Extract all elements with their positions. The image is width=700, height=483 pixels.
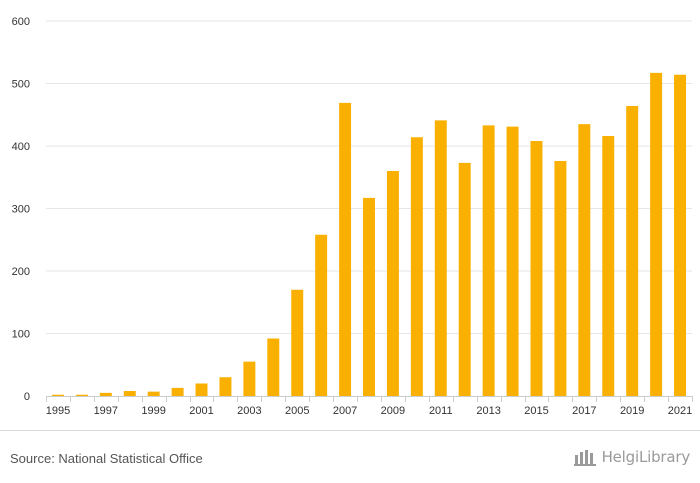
x-tick-label: 2015 xyxy=(524,405,548,417)
bar-2018[interactable] xyxy=(602,136,615,396)
bar-2006[interactable] xyxy=(315,234,328,396)
bar-2005[interactable] xyxy=(291,289,304,396)
bar-2016[interactable] xyxy=(554,161,567,396)
bar-1996[interactable] xyxy=(75,394,88,396)
y-tick-label: 200 xyxy=(12,266,30,278)
bar-1998[interactable] xyxy=(123,391,136,396)
bar-2020[interactable] xyxy=(650,72,663,396)
x-tick-label: 2007 xyxy=(333,405,357,417)
y-tick-label: 500 xyxy=(12,79,30,91)
bar-1997[interactable] xyxy=(99,392,112,396)
x-axis: 1995 1997 1999 2001 2003 2005 2007 2009 2011 2013… xyxy=(46,396,693,417)
bar-2021[interactable] xyxy=(674,74,687,396)
footer: Source: National Statistical Office Helg… xyxy=(0,430,700,483)
x-tick-label: 2001 xyxy=(189,405,213,417)
bar-1999[interactable] xyxy=(147,391,160,396)
x-tick-label: 2009 xyxy=(381,405,405,417)
bar-2011[interactable] xyxy=(434,120,447,396)
x-tick-label: 1995 xyxy=(46,405,70,417)
x-tick-label: 1997 xyxy=(94,405,118,417)
bar-2003[interactable] xyxy=(243,361,256,396)
bar-2019[interactable] xyxy=(626,106,639,396)
x-tick-label: 2011 xyxy=(429,405,453,417)
bar-2004[interactable] xyxy=(267,338,280,397)
y-axis: 0 100 200 300 400 500 600 xyxy=(12,16,30,403)
bar-2009[interactable] xyxy=(386,171,399,396)
y-tick-label: 100 xyxy=(12,329,30,341)
bar-2014[interactable] xyxy=(506,126,519,396)
y-tick-label: 600 xyxy=(12,16,30,28)
brand-logo: HelgiLibrary xyxy=(573,448,691,466)
bar-2007[interactable] xyxy=(339,102,352,396)
y-tick-label: 300 xyxy=(12,204,30,216)
bar-2002[interactable] xyxy=(219,377,232,396)
x-tick-label: 2017 xyxy=(572,405,596,417)
y-tick-label: 400 xyxy=(12,141,30,153)
bar-1995[interactable] xyxy=(51,394,64,396)
x-tick-label: 2005 xyxy=(285,405,309,417)
library-icon xyxy=(573,450,596,466)
bar-2013[interactable] xyxy=(482,125,495,396)
x-tick-label: 2019 xyxy=(620,405,644,417)
source-note: Source: National Statistical Office xyxy=(10,451,203,466)
x-tick-label: 2021 xyxy=(668,405,692,417)
chart-area: 0 100 200 300 400 500 600 1995 1997 1999 2001 2003… xyxy=(12,16,693,417)
bars xyxy=(51,72,687,397)
x-tick-label: 2013 xyxy=(476,405,500,417)
bar-2012[interactable] xyxy=(458,162,471,396)
bar-2010[interactable] xyxy=(410,137,423,396)
y-tick-label: 0 xyxy=(24,391,30,403)
brand-name: HelgiLibrary xyxy=(601,448,691,466)
bar-2000[interactable] xyxy=(171,387,184,396)
bar-2001[interactable] xyxy=(195,383,208,397)
bar-2017[interactable] xyxy=(578,124,591,396)
bar-2008[interactable] xyxy=(363,197,375,396)
bar-2015[interactable] xyxy=(530,141,543,396)
x-tick-label: 2003 xyxy=(237,405,261,417)
bar-chart: 0 100 200 300 400 500 600 1995 1997 1999 2001 2003… xyxy=(12,16,693,417)
x-tick-label: 1999 xyxy=(141,405,165,417)
